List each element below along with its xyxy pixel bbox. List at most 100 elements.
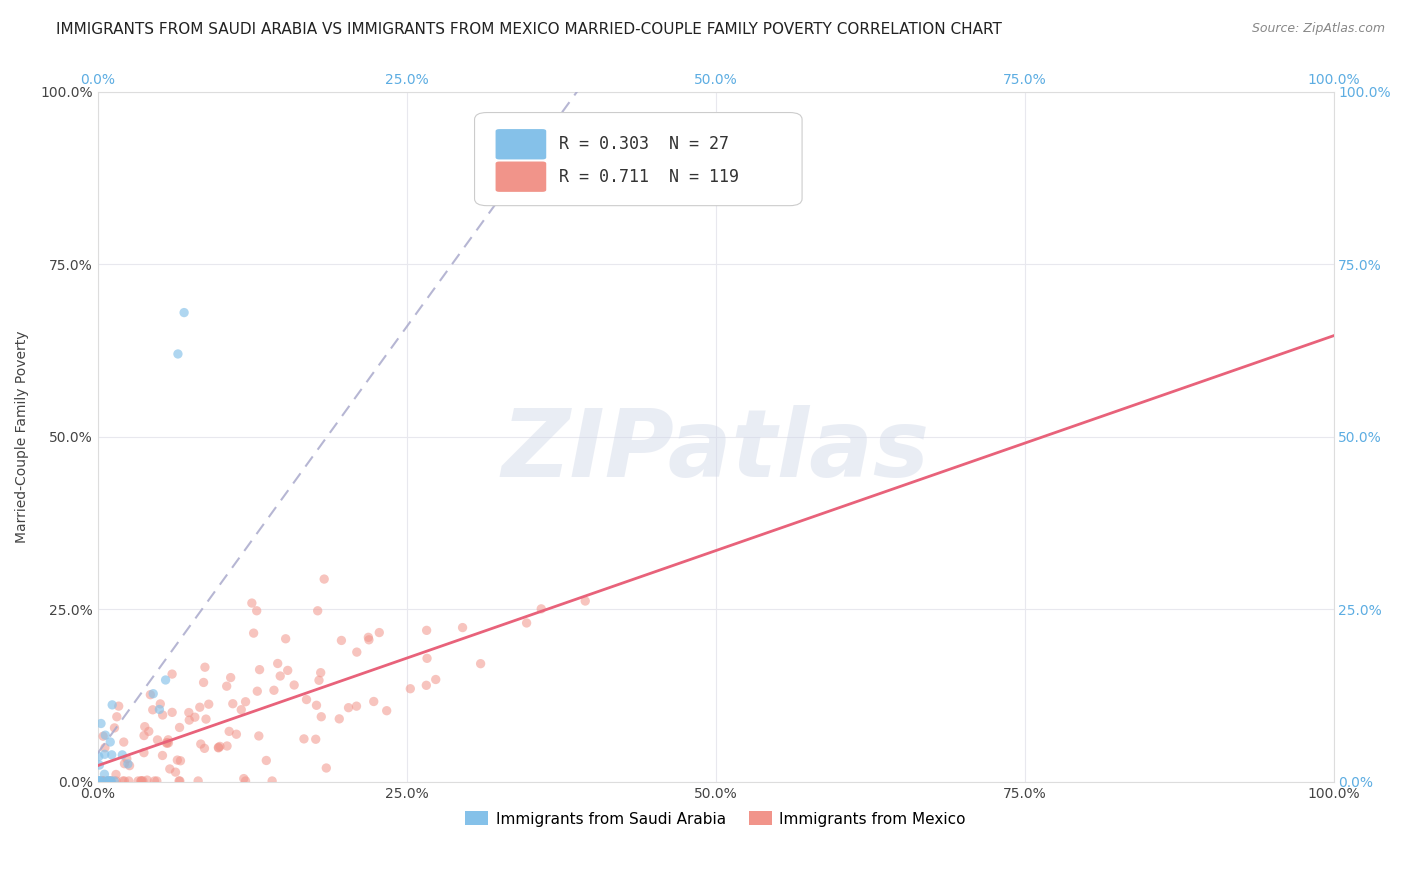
- Point: [305, 698, 328, 713]
- Point: [100, 774, 122, 789]
- Point: [184, 710, 207, 724]
- Point: [295, 692, 318, 706]
- FancyBboxPatch shape: [495, 161, 547, 192]
- Point: [263, 683, 285, 698]
- Point: [292, 731, 315, 746]
- Point: [100, 774, 122, 789]
- Point: [416, 651, 439, 665]
- Point: [118, 774, 141, 789]
- Point: [225, 727, 247, 741]
- FancyBboxPatch shape: [475, 112, 801, 206]
- Point: [91, 774, 114, 789]
- Point: [193, 675, 215, 690]
- Point: [146, 774, 169, 789]
- Point: [240, 596, 263, 610]
- Point: [249, 663, 271, 677]
- Point: [363, 694, 385, 708]
- Point: [262, 774, 284, 789]
- Point: [194, 660, 217, 674]
- Point: [152, 708, 174, 723]
- Point: [247, 729, 270, 743]
- Point: [100, 747, 122, 762]
- Point: [574, 594, 596, 608]
- Point: [117, 756, 139, 771]
- Point: [118, 758, 141, 772]
- Point: [208, 739, 231, 754]
- Point: [156, 736, 179, 750]
- Point: [231, 703, 253, 717]
- Point: [277, 664, 299, 678]
- Text: Source: ZipAtlas.com: Source: ZipAtlas.com: [1251, 22, 1385, 36]
- Point: [98, 735, 121, 749]
- Point: [307, 604, 329, 618]
- Point: [337, 700, 360, 714]
- Legend: Immigrants from Saudi Arabia, Immigrants from Mexico: Immigrants from Saudi Arabia, Immigrants…: [460, 805, 972, 832]
- Point: [267, 657, 290, 671]
- Point: [87, 774, 110, 789]
- Point: [207, 740, 229, 755]
- Point: [235, 695, 257, 709]
- Point: [93, 767, 115, 781]
- Point: [415, 678, 437, 692]
- Point: [160, 667, 183, 681]
- Point: [115, 752, 138, 766]
- Point: [315, 761, 337, 775]
- Point: [328, 712, 350, 726]
- Point: [100, 774, 122, 789]
- Point: [470, 657, 492, 671]
- Point: [167, 774, 190, 789]
- Point: [146, 733, 169, 747]
- Point: [157, 736, 180, 750]
- Point: [311, 710, 333, 724]
- Point: [87, 749, 110, 764]
- Y-axis label: Married-Couple Family Poverty: Married-Couple Family Poverty: [15, 331, 30, 543]
- Point: [132, 746, 155, 760]
- Point: [101, 698, 124, 712]
- FancyBboxPatch shape: [495, 129, 547, 160]
- Point: [215, 739, 238, 753]
- Point: [169, 721, 191, 735]
- Point: [89, 774, 111, 789]
- Point: [451, 621, 474, 635]
- Point: [235, 774, 257, 789]
- Point: [309, 665, 332, 680]
- Point: [169, 774, 191, 789]
- Point: [218, 724, 240, 739]
- Point: [190, 737, 212, 751]
- Point: [112, 774, 135, 789]
- Point: [105, 767, 128, 781]
- Point: [91, 774, 114, 789]
- Point: [97, 774, 120, 789]
- Point: [415, 624, 437, 638]
- Point: [195, 712, 218, 726]
- Point: [149, 697, 172, 711]
- Point: [155, 736, 177, 750]
- Point: [173, 305, 195, 319]
- Point: [305, 732, 328, 747]
- Text: IMMIGRANTS FROM SAUDI ARABIA VS IMMIGRANTS FROM MEXICO MARRIED-COUPLE FAMILY POV: IMMIGRANTS FROM SAUDI ARABIA VS IMMIGRAN…: [56, 22, 1002, 37]
- Text: R = 0.711  N = 119: R = 0.711 N = 119: [558, 168, 738, 186]
- Point: [94, 740, 117, 755]
- Point: [96, 774, 118, 789]
- Point: [165, 765, 187, 780]
- Point: [136, 773, 159, 788]
- Point: [368, 625, 391, 640]
- Point: [132, 774, 155, 789]
- Point: [129, 774, 152, 789]
- Point: [346, 699, 368, 714]
- Point: [357, 631, 380, 645]
- Point: [246, 604, 269, 618]
- Point: [346, 645, 368, 659]
- Point: [254, 754, 277, 768]
- Point: [87, 774, 110, 789]
- Point: [207, 740, 229, 755]
- Point: [215, 679, 238, 693]
- Point: [160, 706, 183, 720]
- Point: [269, 669, 291, 683]
- Point: [139, 688, 162, 702]
- Point: [89, 774, 111, 789]
- Point: [399, 681, 422, 696]
- Point: [222, 697, 245, 711]
- Point: [516, 615, 538, 630]
- Point: [425, 673, 447, 687]
